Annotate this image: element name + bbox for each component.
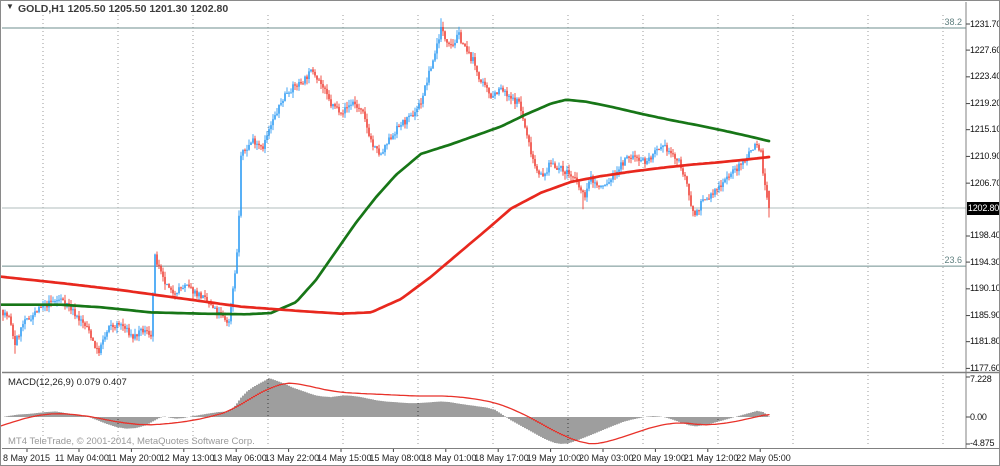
time-axis-label: 18 May 01:00: [421, 453, 477, 463]
fib-level-label: 38.2: [944, 17, 962, 27]
grid-lines: [42, 15, 944, 447]
time-axis-label: 20 May 03:00: [579, 453, 634, 463]
price-axis-label: 1210.90: [970, 150, 1000, 161]
time-axis-label: 8 May 2015: [3, 453, 51, 463]
symbol-dropdown-icon[interactable]: ▼: [6, 2, 14, 11]
level-lines: [2, 27, 966, 267]
time-axis-label: 15 May 08:00: [369, 453, 424, 463]
macd-indicator-label: MACD(12,26,9) 0.079 0.407: [8, 377, 127, 388]
price-axis-label: 1219.20: [970, 98, 1000, 109]
time-axis-label: 18 May 17:00: [474, 453, 529, 463]
price-axis-label: 1190.10: [970, 283, 1000, 294]
time-axis-label: 21 May 12:00: [683, 453, 739, 463]
price-axis-label: 1206.70: [970, 177, 1000, 188]
fib-level-label: 23.6: [944, 255, 962, 266]
time-axis-label: 11 May 04:00: [55, 453, 109, 463]
current-price-tag: 1202.80: [967, 202, 1000, 215]
macd-axis-label: 0.00: [970, 411, 987, 422]
time-axis-label: 13 May 22:00: [264, 453, 320, 463]
price-axis-label: 1198.40: [970, 230, 1000, 241]
price-axis-label: 1227.60: [970, 44, 1000, 55]
price-axis-label: 1185.90: [970, 310, 1000, 321]
main-chart-area[interactable]: [2, 15, 966, 372]
price-axis-label: 1177.60: [970, 362, 1000, 373]
price-axis-label: 1223.40: [970, 71, 1000, 82]
time-axis-label: 22 May 05:00: [736, 453, 791, 463]
macd-axis-label: -4.875: [970, 438, 995, 449]
moving-averages: [1, 98, 771, 316]
time-axis-label: 14 May 15:00: [317, 453, 372, 463]
time-axis-label: 19 May 10:00: [526, 453, 582, 463]
copyright-text: MT4 TeleTrade, © 2001-2014, MetaQuotes S…: [8, 436, 255, 447]
macd-signal-line: [1, 382, 770, 445]
time-axis-label: 13 May 06:00: [212, 453, 267, 463]
price-axis-label: 1215.10: [970, 124, 1000, 135]
macd-axis-label: 7.228: [970, 374, 992, 384]
price-axis-label: 1181.80: [970, 336, 1000, 347]
time-axis-label: 11 May 20:00: [107, 453, 162, 463]
time-axis-label: 12 May 13:00: [159, 453, 215, 463]
panel-frame: [2, 2, 999, 452]
time-axis-label: 20 May 19:00: [631, 453, 686, 463]
chart-title-ohlc: GOLD,H1 1205.50 1205.50 1201.30 1202.80: [18, 3, 229, 15]
price-axis-label: 1194.30: [970, 256, 1000, 267]
price-axis-label: 1231.70: [970, 18, 1000, 29]
